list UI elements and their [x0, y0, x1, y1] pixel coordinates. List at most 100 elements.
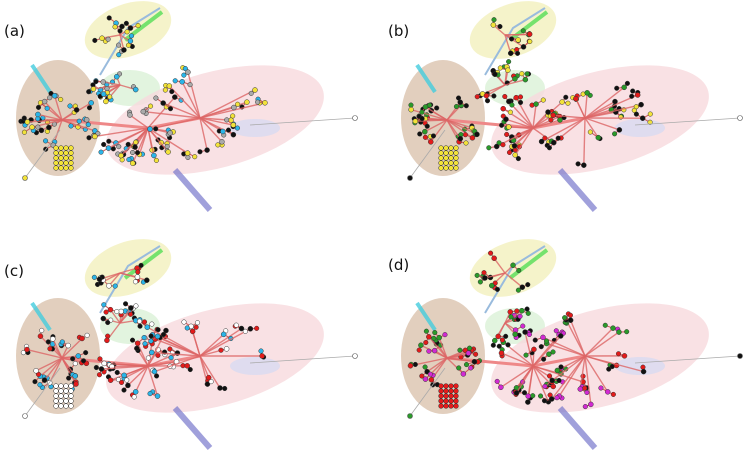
- node: [428, 376, 435, 383]
- node: [417, 131, 423, 137]
- node: [107, 306, 114, 313]
- node: [107, 377, 114, 383]
- node: [220, 331, 227, 338]
- node: [448, 393, 454, 399]
- node: [99, 35, 105, 41]
- node: [63, 383, 69, 389]
- node: [610, 391, 616, 397]
- node: [442, 332, 448, 338]
- node: [105, 36, 111, 42]
- node: [524, 306, 530, 312]
- node: [154, 393, 161, 399]
- node: [51, 93, 58, 99]
- node: [75, 353, 82, 359]
- node: [457, 135, 464, 142]
- node: [101, 302, 107, 308]
- edge: [584, 117, 599, 139]
- node: [610, 325, 616, 331]
- node: [606, 366, 612, 372]
- node: [416, 347, 422, 353]
- edge: [151, 351, 201, 357]
- node: [453, 103, 459, 110]
- edge: [108, 272, 121, 287]
- node: [506, 124, 512, 130]
- node: [235, 101, 241, 107]
- panel-label: (c): [4, 262, 24, 280]
- node: [63, 388, 69, 394]
- node: [58, 383, 64, 389]
- node: [457, 99, 464, 106]
- node: [133, 139, 139, 145]
- node: [474, 131, 480, 138]
- edge: [199, 355, 221, 389]
- edge: [532, 335, 562, 367]
- node: [466, 345, 473, 351]
- edge: [541, 117, 586, 143]
- node: [567, 312, 573, 318]
- edge: [446, 352, 469, 359]
- node: [76, 118, 82, 124]
- edge: [500, 365, 534, 388]
- node: [510, 262, 516, 269]
- node: [486, 145, 492, 151]
- node: [520, 323, 526, 329]
- node: [47, 346, 53, 352]
- node: [187, 367, 193, 373]
- node: [515, 50, 521, 56]
- node: [443, 393, 449, 399]
- node: [463, 140, 469, 146]
- node: [181, 72, 187, 78]
- edge: [168, 85, 201, 119]
- node: [432, 330, 438, 336]
- node: [103, 309, 109, 315]
- edge: [438, 337, 448, 359]
- node: [230, 122, 237, 128]
- node: [147, 126, 153, 132]
- node: [505, 342, 511, 348]
- node: [575, 161, 581, 167]
- edge: [501, 352, 534, 367]
- node: [160, 100, 166, 106]
- node: [505, 67, 511, 73]
- node: [412, 118, 419, 124]
- node: [352, 353, 358, 359]
- node: [72, 373, 78, 379]
- node: [474, 94, 480, 100]
- node: [491, 93, 497, 99]
- node: [182, 66, 188, 72]
- edge: [634, 117, 741, 126]
- node: [172, 78, 178, 84]
- edge: [199, 102, 266, 119]
- node: [630, 88, 636, 94]
- node: [93, 79, 99, 85]
- edge: [527, 365, 534, 397]
- edge: [409, 129, 446, 179]
- edge: [484, 272, 506, 279]
- node: [438, 403, 444, 409]
- node: [640, 368, 647, 375]
- node: [185, 154, 191, 161]
- node: [616, 127, 623, 133]
- node: [184, 325, 190, 331]
- node: [509, 102, 515, 108]
- edge: [27, 119, 63, 123]
- node: [185, 69, 191, 75]
- node: [58, 165, 64, 171]
- node: [21, 129, 27, 135]
- node: [223, 346, 230, 352]
- node: [142, 341, 148, 347]
- node: [418, 342, 424, 348]
- node: [422, 364, 428, 370]
- node: [624, 329, 630, 335]
- node: [86, 89, 92, 95]
- node: [86, 105, 93, 111]
- node: [473, 351, 479, 357]
- node: [540, 97, 546, 103]
- node: [68, 403, 74, 409]
- node: [113, 73, 120, 80]
- node: [141, 319, 148, 325]
- edge: [532, 365, 550, 403]
- edge: [61, 337, 83, 359]
- node: [507, 50, 514, 56]
- node: [32, 379, 38, 385]
